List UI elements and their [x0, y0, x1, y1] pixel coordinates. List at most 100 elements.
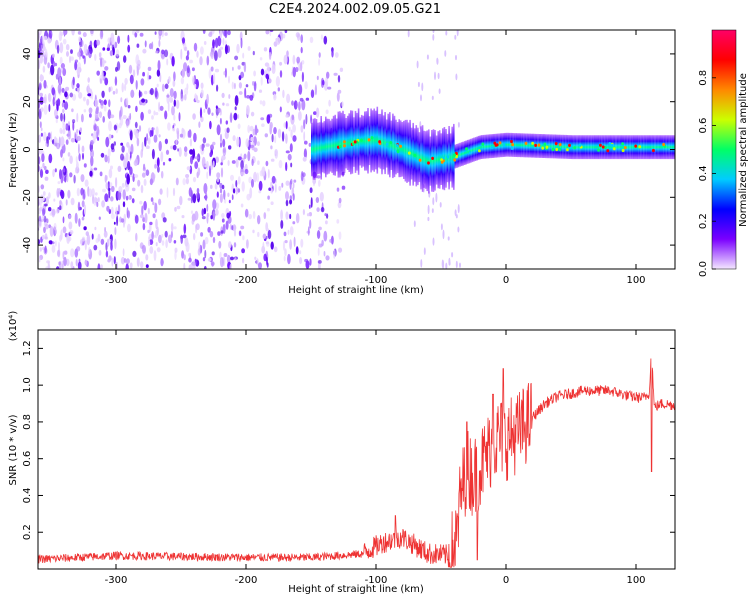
- spectrogram-cell: [173, 240, 177, 244]
- spectrogram-cell: [54, 168, 57, 173]
- spectrogram-hotspot: [453, 158, 457, 162]
- spectrogram-cell: [222, 38, 225, 46]
- spectrogram-cell: [80, 50, 84, 57]
- spectrogram-cell: [154, 31, 157, 35]
- spectrogram-cell: [184, 151, 188, 157]
- spectrogram-ridge-column: [318, 122, 321, 174]
- spectrogram-cell: [57, 249, 60, 257]
- spectrogram-cell: [264, 133, 268, 138]
- spectrogram-cell: [70, 197, 75, 206]
- spectrogram-ridge-column: [423, 130, 425, 188]
- spectrogram-ridge-column: [557, 134, 560, 159]
- spectrogram-cell: [100, 152, 105, 158]
- spectrogram-cell: [39, 247, 42, 252]
- spectrogram-cell: [455, 73, 458, 81]
- spectrogram-cell: [235, 158, 239, 168]
- spectrogram-ridge-column: [596, 135, 599, 160]
- spectrogram-cell: [81, 200, 85, 208]
- spectrogram-cell: [83, 43, 88, 55]
- spectrogram-cell: [455, 260, 458, 269]
- spectrogram-cell: [184, 237, 189, 247]
- spectrogram-hotspot: [568, 143, 571, 147]
- spectrogram-cell: [43, 104, 48, 115]
- spectrogram-cell: [186, 65, 190, 74]
- spectrogram-cell: [62, 168, 66, 173]
- spectrogram-cell: [457, 226, 460, 233]
- spectrogram-cell: [233, 242, 237, 248]
- spectrogram-cell: [303, 131, 306, 142]
- colorbar-tick-label-1: 0.2: [698, 213, 709, 229]
- spectrogram-cell: [181, 250, 185, 259]
- spectrogram-cell: [177, 148, 180, 152]
- spectrogram-cell: [88, 246, 91, 255]
- spectrogram-cell: [212, 236, 216, 244]
- spectrogram-cell: [182, 234, 187, 239]
- spectrogram-cell: [194, 83, 197, 89]
- spectrogram-cell: [58, 260, 62, 269]
- spectrogram-cell: [98, 99, 102, 103]
- spectrogram-cell: [54, 109, 58, 118]
- spectrogram-cell: [78, 218, 81, 227]
- spectrogram-cell: [144, 90, 148, 95]
- spectrogram-cell: [127, 160, 131, 171]
- spectrogram-cell: [88, 107, 93, 114]
- snr-y-tick-label-2: 0.6: [22, 451, 33, 467]
- spectrogram-cell: [90, 140, 94, 146]
- spectrogram-x-tick-label-0: -300: [105, 275, 128, 286]
- spectrogram-cell: [298, 101, 301, 111]
- spectrogram-cell: [212, 210, 216, 221]
- spectrogram-cell: [58, 188, 61, 193]
- spectrogram-cell: [252, 81, 255, 86]
- spectrogram-cell: [439, 201, 442, 208]
- spectrogram-cell: [106, 205, 110, 212]
- spectrogram-cell: [108, 86, 111, 93]
- spectrogram-ridge-column: [415, 125, 418, 187]
- spectrogram-cell: [180, 235, 184, 240]
- spectrogram-cell: [120, 142, 124, 146]
- spectrogram-cell: [219, 188, 223, 194]
- spectrogram-cell: [195, 94, 199, 102]
- spectrogram-cell: [331, 235, 334, 245]
- spectrogram-cell: [263, 212, 267, 220]
- spectrogram-ridge-column: [359, 117, 361, 166]
- spectrogram-cell: [151, 41, 154, 50]
- spectrogram-cell: [60, 137, 65, 145]
- spectrogram-cell: [247, 46, 251, 51]
- spectrogram-cell: [111, 257, 114, 267]
- snr-y-ticks: 0.2 0.4 0.6 0.8 1.0 1.2: [22, 340, 675, 540]
- spectrogram-cell: [201, 156, 206, 168]
- spectrogram-cell: [61, 263, 64, 269]
- spectrogram-ridge-column: [509, 132, 511, 157]
- spectrogram-cell: [83, 163, 87, 168]
- spectrogram-x-axis-label: Height of straight line (km): [288, 285, 424, 296]
- spectrogram-cell: [61, 87, 65, 93]
- spectrogram-cell: [284, 30, 288, 34]
- spectrogram-cell: [48, 153, 53, 164]
- spectrogram-hotspot: [468, 151, 472, 155]
- spectrogram-ridge-column: [649, 135, 652, 160]
- spectrogram-cell: [438, 88, 441, 94]
- spectrogram-cell: [407, 30, 410, 38]
- spectrogram-ridge-column: [438, 130, 441, 189]
- spectrogram-cell: [84, 179, 89, 187]
- spectrogram-y-tick-label-4: 40: [22, 48, 33, 61]
- spectrogram-cell: [229, 112, 233, 123]
- spectrogram-cell: [210, 144, 214, 151]
- spectrogram-ridge-column: [506, 132, 508, 157]
- spectrogram-cell: [72, 121, 75, 131]
- spectrogram-hotspot: [440, 158, 443, 162]
- spectrogram-hotspot: [418, 158, 422, 162]
- spectrogram-cell: [220, 142, 222, 148]
- spectrogram-cell: [228, 241, 232, 249]
- spectrogram-cell: [83, 96, 86, 102]
- spectrogram-cell: [49, 225, 54, 237]
- snr-panel: -300 -200 -100 0 100 0.2 0.4 0.6 0.8 1.0 1.2 Heig…: [8, 311, 676, 595]
- spectrogram-cell: [69, 172, 73, 178]
- spectrogram-cell: [270, 201, 274, 205]
- spectrogram-cell: [293, 236, 296, 247]
- spectrogram-x-tick-label-1: -200: [235, 275, 258, 286]
- spectrogram-cell: [161, 233, 164, 238]
- spectrogram-cell: [316, 207, 320, 213]
- spectrogram-ridge-column: [643, 135, 645, 160]
- spectrogram-cell: [299, 97, 304, 102]
